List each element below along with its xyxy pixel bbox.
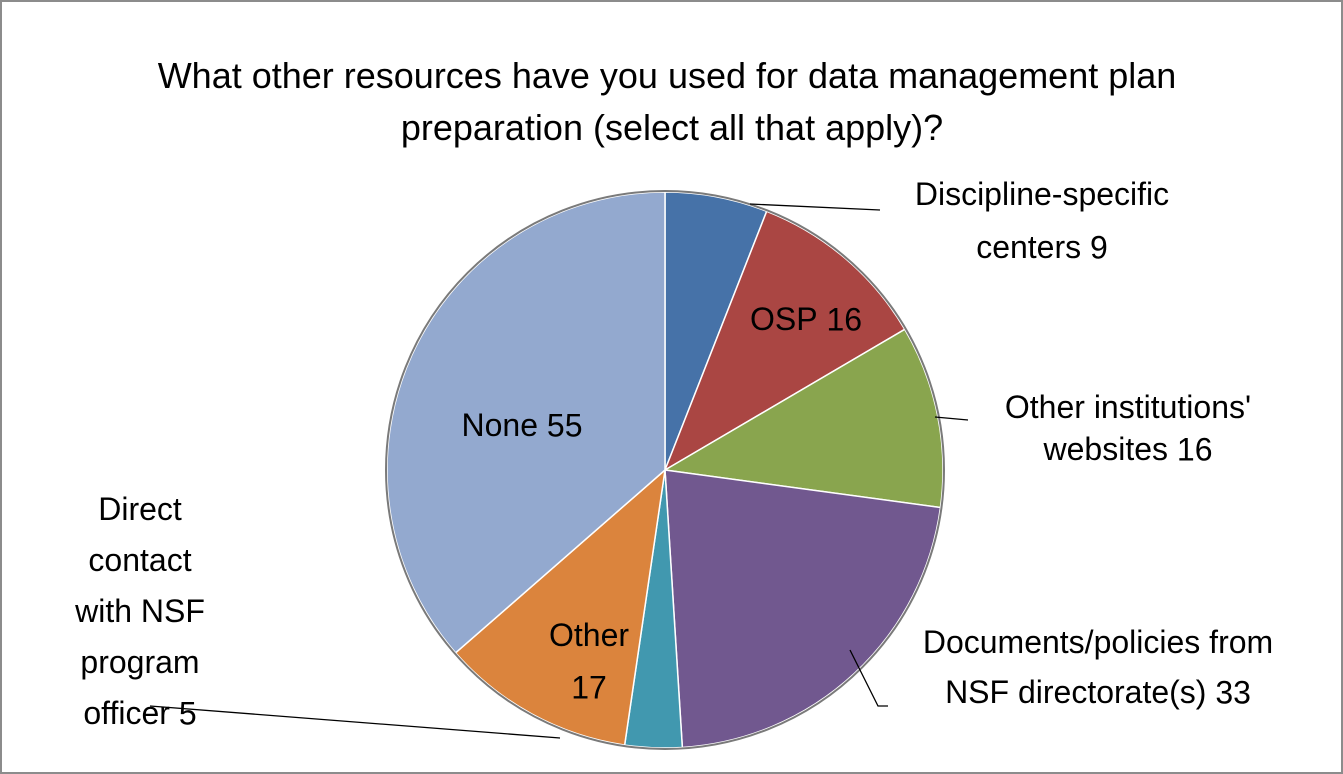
label-line: Documents/policies from [923, 624, 1282, 660]
label-line: websites [1043, 431, 1169, 467]
label-line: OSP [750, 301, 818, 337]
label-line: NSF directorate(s) [945, 674, 1206, 710]
label-line: contact [88, 542, 200, 578]
label-line: with NSF [74, 593, 214, 629]
leader-line [849, 649, 888, 707]
slice-label: Other institutions' websites [1005, 389, 1260, 467]
slice-label: Other [549, 617, 629, 653]
pie-slice [664, 469, 942, 749]
value-label: 5 [179, 695, 197, 731]
value-label: 17 [571, 669, 607, 705]
pie-slice [386, 191, 666, 654]
value-label: 33 [1215, 674, 1251, 710]
label-line: Other institutions' [1005, 389, 1260, 425]
leader-line [749, 203, 881, 211]
label-line: Discipline-specific [915, 176, 1178, 212]
label-line: centers [976, 229, 1081, 265]
value-label: 9 [1090, 229, 1108, 265]
pie-slice [454, 468, 667, 746]
slice-label: Documents/policies from NSF directorate(… [923, 624, 1282, 710]
value-label: 16 [826, 301, 862, 337]
slice-label: None [462, 407, 539, 443]
slice-label: Direct contact with NSF program officer [74, 491, 214, 731]
pie-outline [385, 190, 945, 750]
pie [385, 190, 945, 750]
title-line: What other resources have you used for d… [158, 55, 1187, 96]
title-line: preparation (select all that apply)? [401, 107, 943, 148]
slice-label: Discipline-specific centers [915, 176, 1178, 265]
label-line: Direct [98, 491, 190, 527]
label-line: program [80, 644, 208, 680]
pie-slice [662, 328, 944, 509]
leader-line [149, 705, 561, 739]
pie-slice [663, 210, 906, 472]
slice-label: OSP [750, 301, 818, 337]
leader-line [934, 416, 969, 421]
value-label: 55 [547, 407, 583, 443]
label-line: officer [83, 695, 170, 731]
chart-title: What other resources have you used for d… [158, 55, 1187, 148]
value-label: 16 [1177, 431, 1213, 467]
label-line: None [462, 407, 539, 443]
label-line: Other [549, 617, 629, 653]
